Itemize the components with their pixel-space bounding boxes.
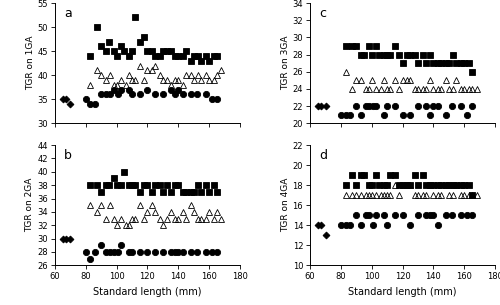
X-axis label: Standard length (mm): Standard length (mm) xyxy=(348,287,457,297)
Y-axis label: TGR on 2GA: TGR on 2GA xyxy=(26,178,35,232)
X-axis label: Standard length (mm): Standard length (mm) xyxy=(93,287,202,297)
Text: d: d xyxy=(320,149,328,162)
Text: b: b xyxy=(64,149,72,162)
Y-axis label: TGR on 1GA: TGR on 1GA xyxy=(26,36,35,91)
Text: a: a xyxy=(64,7,72,20)
Y-axis label: TGR on 3GA: TGR on 3GA xyxy=(281,36,290,91)
Y-axis label: TGR on 4GA: TGR on 4GA xyxy=(281,178,290,232)
Text: c: c xyxy=(320,7,326,20)
